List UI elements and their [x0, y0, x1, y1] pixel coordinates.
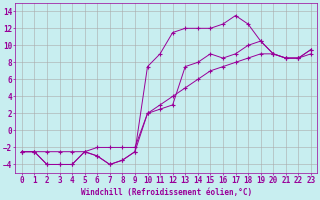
X-axis label: Windchill (Refroidissement éolien,°C): Windchill (Refroidissement éolien,°C)	[81, 188, 252, 197]
